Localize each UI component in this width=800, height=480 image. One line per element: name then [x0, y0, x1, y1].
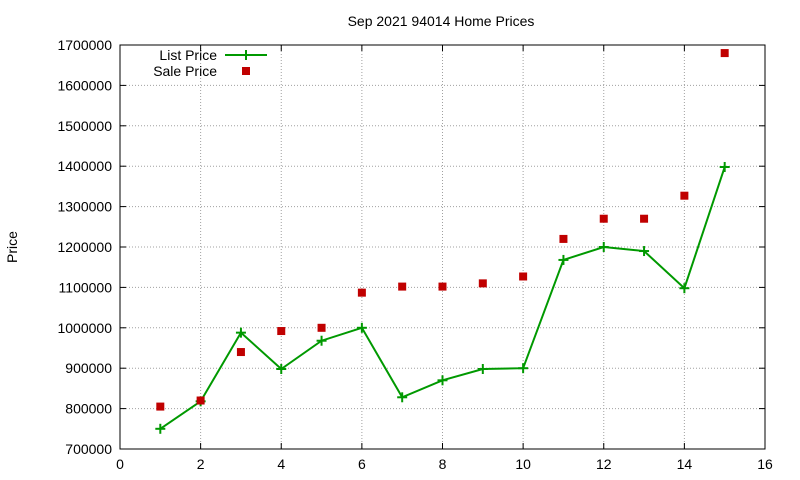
x-tick-label: 10	[515, 456, 531, 472]
x-tick-label: 8	[439, 456, 447, 472]
plot-marks	[155, 49, 730, 434]
x-tick-label: 14	[677, 456, 693, 472]
list-price-point	[356, 322, 367, 333]
y-tick-label: 1300000	[57, 199, 112, 215]
legend-label: Sale Price	[153, 63, 217, 79]
y-tick-label: 900000	[65, 360, 112, 376]
list-price-point	[397, 392, 408, 403]
plot-frame	[119, 44, 766, 450]
x-tick-label: 2	[197, 456, 205, 472]
y-tick-label: 700000	[65, 441, 112, 457]
sale-price-point	[398, 282, 407, 291]
sale-price-point	[478, 279, 487, 288]
list-price-point	[719, 162, 730, 173]
sale-price-point	[277, 327, 286, 336]
list-price-point	[518, 363, 529, 374]
list-price-point	[235, 327, 246, 338]
sale-price-point	[156, 402, 165, 411]
list-price-point	[316, 335, 327, 346]
sale-price-point	[438, 282, 447, 291]
axis-ticks: 0 2 4 6 8 10 12 14 16 700000 800000 900000 1000000 11…	[57, 37, 773, 472]
sale-price-point	[236, 348, 245, 357]
sale-price-point	[196, 396, 205, 405]
y-tick-label: 1000000	[57, 320, 112, 336]
x-tick-label: 6	[358, 456, 366, 472]
grid-lines	[120, 45, 765, 449]
y-tick-label: 1700000	[57, 37, 112, 53]
sale-price-point	[519, 272, 528, 281]
list-price-point	[679, 283, 690, 294]
sale-price-point	[720, 49, 729, 58]
sale-price-point	[317, 323, 326, 332]
list-price-point	[437, 375, 448, 386]
x-tick-label: 16	[757, 456, 773, 472]
y-axis-label: Price	[4, 231, 20, 263]
list-price-point	[477, 364, 488, 375]
list-price-point	[598, 242, 609, 252]
x-tick-label: 12	[596, 456, 612, 472]
x-tick-label: 0	[116, 456, 124, 472]
chart-title: Sep 2021 94014 Home Prices	[348, 13, 535, 29]
y-tick-label: 1500000	[57, 118, 112, 134]
y-tick-label: 1200000	[57, 239, 112, 255]
sale-price-point	[640, 214, 649, 223]
list-price-point	[155, 423, 166, 434]
y-tick-label: 1600000	[57, 77, 112, 93]
list-price-point	[276, 364, 287, 375]
legend-label: List Price	[159, 47, 217, 63]
sale-price-point	[357, 288, 366, 297]
sale-price-point	[599, 214, 608, 223]
sale-price-point	[680, 191, 689, 200]
legend-swatch-marker	[241, 50, 251, 60]
y-tick-label: 800000	[65, 401, 112, 417]
x-tick-label: 4	[277, 456, 285, 472]
list-price-point	[639, 246, 650, 257]
list-price-point	[558, 254, 569, 265]
sale-price-point	[559, 234, 568, 243]
y-tick-label: 1400000	[57, 158, 112, 174]
legend-swatch-marker	[242, 67, 250, 75]
y-tick-label: 1100000	[59, 279, 113, 295]
